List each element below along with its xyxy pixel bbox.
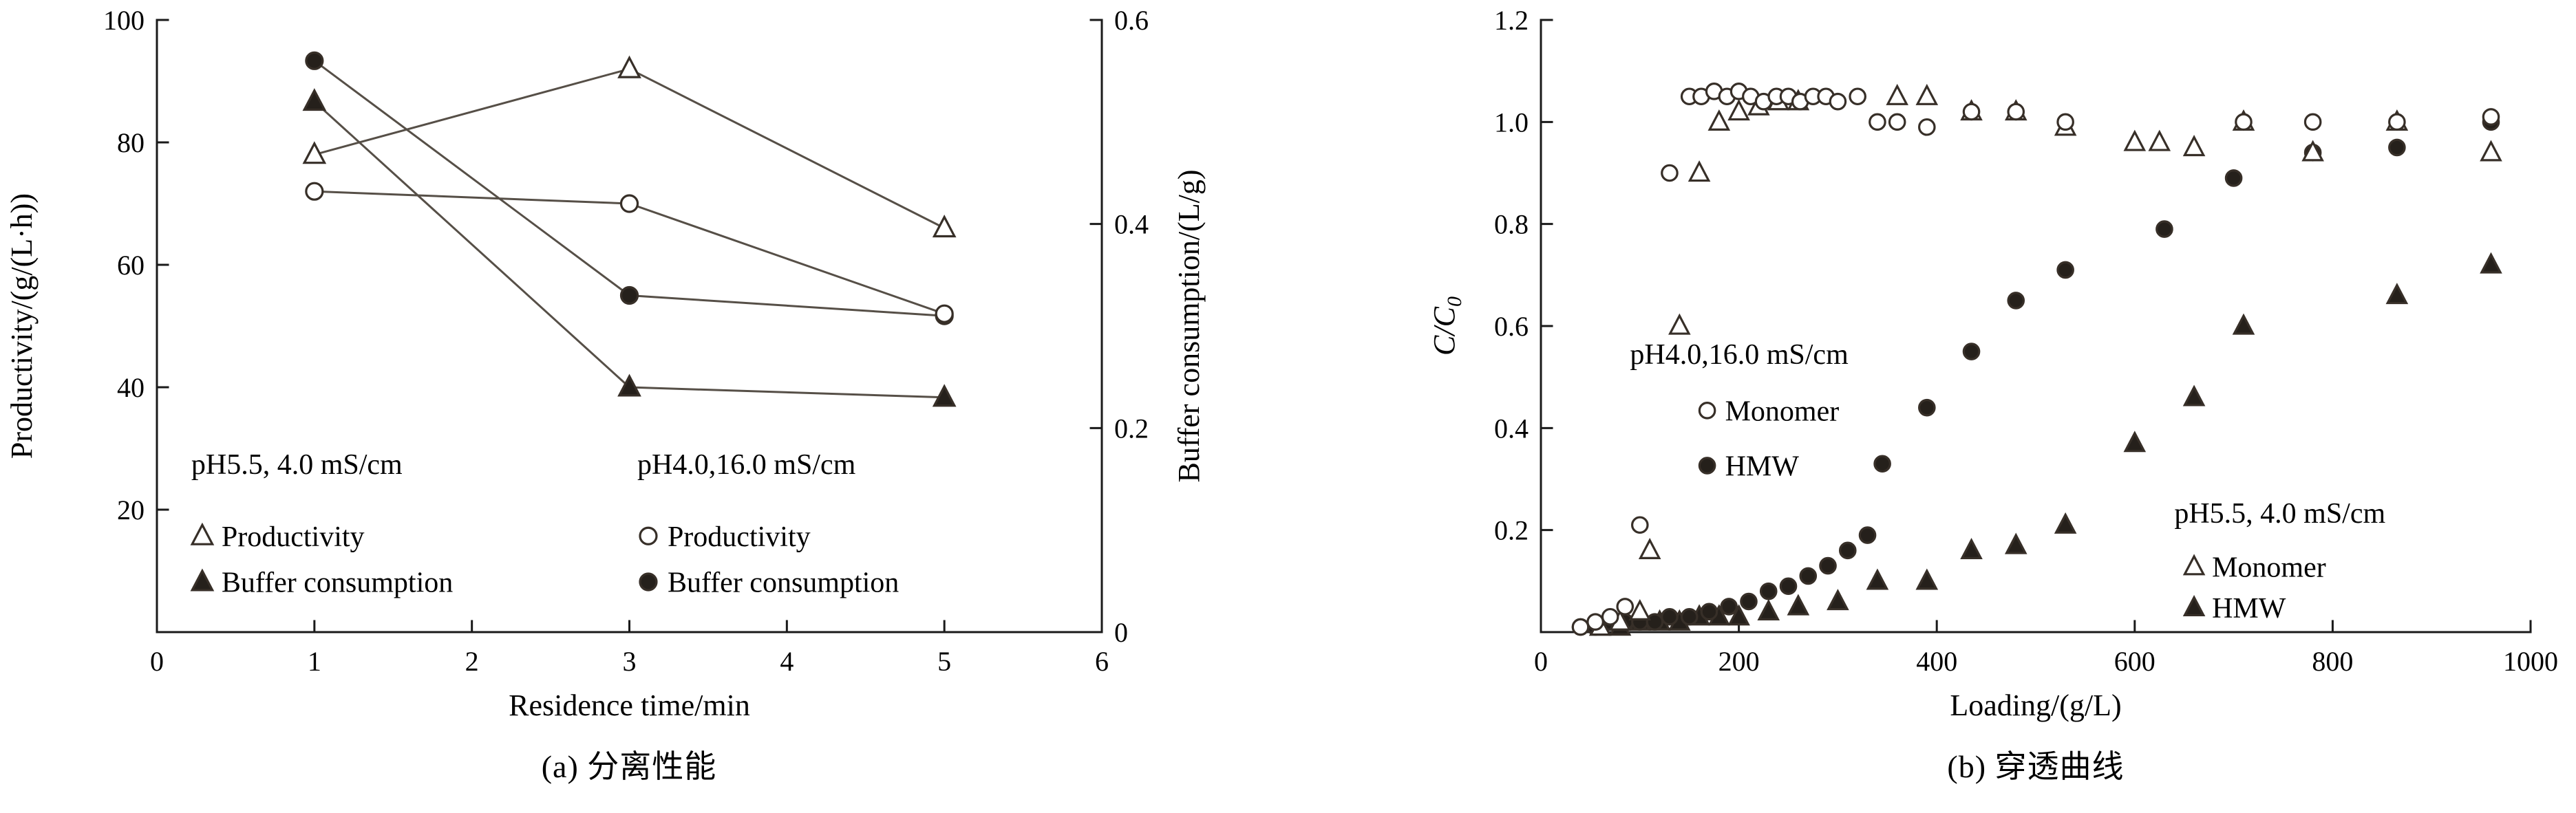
axes (156, 19, 1103, 633)
svg-text:5: 5 (937, 646, 951, 677)
svg-text:1.0: 1.0 (1494, 107, 1529, 138)
svg-text:Buffer consumption/(L/g): Buffer consumption/(L/g) (1172, 170, 1206, 483)
svg-text:200: 200 (1718, 646, 1760, 677)
svg-text:C/C0: C/C0 (1427, 296, 1466, 356)
series-ph5-5-buffer-consumption (302, 88, 957, 407)
series-ph4-0-productivity (305, 182, 954, 323)
svg-text:Buffer consumption: Buffer consumption (668, 567, 899, 599)
chart-b-canvas: 0 200 400 600 800 1000 0.2 0.4 0.6 0.8 1.0 1.2 Loadi… (1427, 5, 2558, 722)
svg-text:4: 4 (780, 646, 794, 677)
annotation-monomer: Monomer (2182, 552, 2326, 583)
svg-text:0.8: 0.8 (1494, 209, 1529, 240)
series-ph4-0-monomer (1571, 83, 2500, 636)
svg-text:0: 0 (1114, 617, 1128, 648)
svg-text:pH4.0,16.0 mS/cm: pH4.0,16.0 mS/cm (637, 449, 856, 481)
svg-text:6: 6 (1095, 646, 1109, 677)
tick-labels: 0 200 400 600 800 1000 0.2 0.4 0.6 0.8 1.0 1.2 (1494, 5, 2558, 677)
svg-text:0.2: 0.2 (1494, 515, 1529, 546)
svg-text:HMW: HMW (1725, 451, 1800, 483)
chart-b-breakthrough-curves: 0 200 400 600 800 1000 0.2 0.4 0.6 0.8 1.0 1.2 Loadi… (1351, 0, 2576, 813)
annotation-hmw: HMW (1698, 451, 1800, 483)
svg-text:600: 600 (2114, 646, 2155, 677)
svg-text:100: 100 (103, 5, 145, 36)
svg-text:Loading/(g/L): Loading/(g/L) (1950, 689, 2121, 722)
svg-text:400: 400 (1916, 646, 1957, 677)
tick-labels: 0 1 2 3 4 5 6 20 40 60 80 100 0 0.2 0.4 0.6 (103, 5, 1149, 677)
svg-text:0.6: 0.6 (1494, 311, 1529, 342)
series-ph5-5-productivity (302, 55, 957, 238)
svg-text:2: 2 (465, 646, 479, 677)
svg-text:1.2: 1.2 (1494, 5, 1529, 36)
svg-text:Monomer: Monomer (1725, 396, 1840, 428)
series-ph5-5-hmw (1588, 252, 2502, 636)
series-ph4-0-hmw (1571, 113, 2500, 636)
svg-text:pH4.0,16.0 mS/cm: pH4.0,16.0 mS/cm (1630, 339, 1849, 371)
axis-titles: Residence time/min Productivity/(g/(L·h))… (5, 170, 1206, 723)
svg-text:Buffer consumption: Buffer consumption (222, 567, 453, 599)
annotation-ph4-0-16-0-ms-cm: pH4.0,16.0 mS/cm (1630, 339, 1849, 371)
svg-text:HMW: HMW (2212, 593, 2286, 625)
svg-text:800: 800 (2312, 646, 2353, 677)
annotation-monomer: Monomer (1698, 396, 1840, 428)
svg-text:40: 40 (117, 372, 145, 403)
svg-text:0.4: 0.4 (1494, 413, 1529, 444)
svg-text:Productivity/(g/(L·h)): Productivity/(g/(L·h)) (5, 193, 39, 459)
legend-ph4-0-16-0-ms-cm: pH4.0,16.0 mS/cm Productivity Buffer consu… (637, 449, 899, 599)
annotation-hmw: HMW (2182, 593, 2286, 625)
chart-b-caption: (b) 穿透曲线 (1947, 749, 2125, 784)
chart-a-separation-performance: 0 1 2 3 4 5 6 20 40 60 80 100 0 0.2 0.4 0.6 Residence ti… (0, 0, 1239, 813)
svg-text:1: 1 (308, 646, 321, 677)
svg-text:Productivity: Productivity (668, 521, 811, 553)
svg-text:0.4: 0.4 (1114, 209, 1149, 240)
svg-text:Monomer: Monomer (2212, 552, 2326, 583)
svg-text:Productivity: Productivity (222, 521, 365, 553)
legend-ph5-5-4-0-ms-cm: pH5.5, 4.0 mS/cm Productivity Buffer consu… (190, 449, 453, 599)
svg-text:Residence time/min: Residence time/min (509, 689, 750, 722)
svg-text:0: 0 (150, 646, 164, 677)
svg-text:1000: 1000 (2503, 646, 2558, 677)
svg-text:20: 20 (117, 495, 145, 525)
svg-text:0: 0 (1534, 646, 1548, 677)
svg-text:pH5.5, 4.0 mS/cm: pH5.5, 4.0 mS/cm (191, 449, 403, 481)
svg-text:3: 3 (623, 646, 637, 677)
annotation-ph5-5-4-0-ms-cm: pH5.5, 4.0 mS/cm (2174, 498, 2385, 530)
svg-text:80: 80 (117, 127, 145, 158)
svg-text:0.6: 0.6 (1114, 5, 1149, 36)
axes (1540, 19, 2532, 633)
svg-text:pH5.5, 4.0 mS/cm: pH5.5, 4.0 mS/cm (2174, 498, 2385, 530)
chart-a-caption: (a) 分离性能 (541, 749, 717, 784)
svg-text:60: 60 (117, 250, 145, 281)
chart-a-canvas: 0 1 2 3 4 5 6 20 40 60 80 100 0 0.2 0.4 0.6 Residence ti… (5, 5, 1206, 723)
axis-titles: Loading/(g/L) C/C0 (1427, 296, 2122, 722)
svg-text:0.2: 0.2 (1114, 413, 1149, 444)
